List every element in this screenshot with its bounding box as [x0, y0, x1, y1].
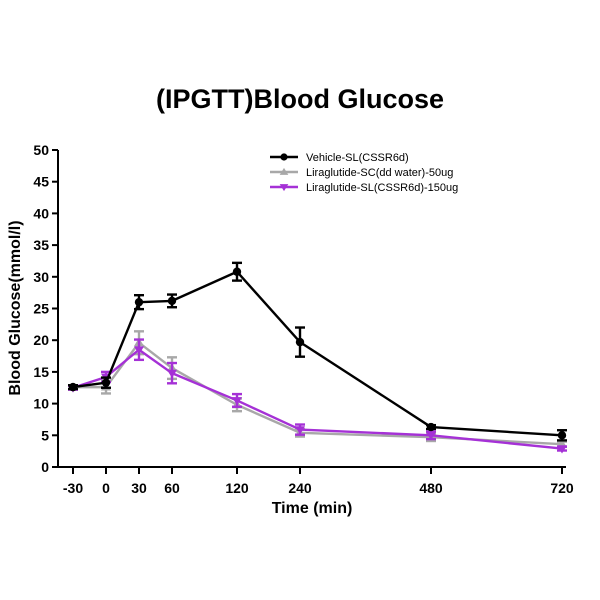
- data-point: [295, 337, 305, 347]
- x-tick-label: -30: [63, 480, 83, 496]
- y-tick-label: 10: [33, 396, 49, 412]
- legend-item: Liraglutide-SC(dd water)-50ug: [270, 167, 453, 179]
- data-point: [101, 378, 111, 387]
- legend-marker: [280, 153, 288, 161]
- data-point: [294, 426, 306, 435]
- legend-label: Liraglutide-SC(dd water)-50ug: [306, 167, 453, 179]
- data-point: [426, 422, 436, 432]
- data-point: [167, 296, 177, 306]
- series-line: [72, 270, 563, 437]
- series-0: [68, 261, 567, 442]
- series-line: [72, 348, 563, 450]
- x-axis: -30 0 30 60 120 240 480 720: [58, 466, 574, 496]
- y-axis: 0 5 10 15 20 25 30 35 40 45 50: [33, 142, 59, 475]
- legend-item: Vehicle-SL(CSSR6d): [270, 152, 409, 164]
- legend: Vehicle-SL(CSSR6d) Liraglutide-SC(dd wate…: [270, 152, 458, 194]
- y-ticks: 0 5 10 15 20 25 30 35 40 45 50: [33, 142, 58, 475]
- legend-item: Liraglutide-SL(CSSR6d)-150ug: [270, 182, 458, 194]
- y-tick-label: 40: [33, 205, 49, 221]
- y-tick-label: 30: [33, 269, 49, 285]
- x-tick-label: 60: [164, 480, 180, 496]
- y-tick-label: 35: [33, 237, 49, 253]
- y-tick-label: 0: [41, 459, 49, 475]
- y-tick-label: 20: [33, 332, 49, 348]
- series-2: [67, 338, 568, 454]
- y-tick-label: 5: [41, 427, 49, 443]
- legend-marker: [279, 184, 289, 192]
- series-layer: [67, 261, 568, 454]
- y-axis-label: Blood Glucose(mmol/l): [7, 220, 24, 395]
- x-tick-label: 240: [288, 480, 312, 496]
- x-tick-label: 720: [550, 480, 574, 496]
- y-tick-label: 45: [33, 174, 49, 190]
- data-point: [556, 445, 568, 454]
- data-point: [166, 369, 178, 378]
- y-tick-label: 50: [33, 142, 49, 158]
- y-tick-label: 25: [33, 301, 49, 317]
- x-axis-label: Time (min): [272, 500, 353, 517]
- data-point: [557, 431, 567, 440]
- legend-marker: [279, 167, 289, 175]
- x-tick-label: 0: [102, 480, 110, 496]
- y-tick-label: 15: [33, 364, 49, 380]
- data-point: [133, 346, 145, 355]
- chart-title: (IPGTT)Blood Glucose: [156, 84, 444, 114]
- x-tick-label: 120: [225, 480, 249, 496]
- data-point: [68, 382, 78, 392]
- data-point: [134, 297, 144, 307]
- x-ticks: -30 0 30 60 120 240 480 720: [63, 467, 574, 496]
- legend-label: Liraglutide-SL(CSSR6d)-150ug: [306, 182, 458, 194]
- x-tick-label: 480: [419, 480, 443, 496]
- data-point: [232, 267, 242, 276]
- data-point: [425, 431, 437, 441]
- data-point: [231, 397, 243, 406]
- x-tick-label: 30: [131, 480, 147, 496]
- series-line: [73, 341, 563, 446]
- legend-label: Vehicle-SL(CSSR6d): [306, 152, 409, 164]
